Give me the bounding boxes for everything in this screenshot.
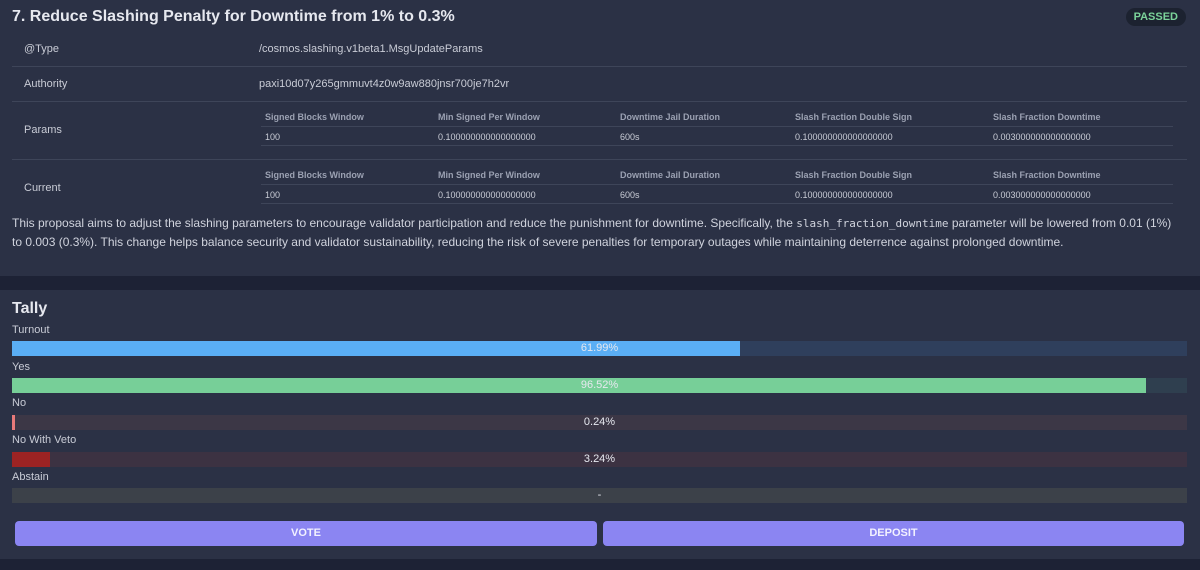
tally-card: Tally Turnout 61.99% Yes 96.52% No 0.24%…	[0, 290, 1200, 559]
yes-bar-fill	[12, 378, 1147, 393]
column-header: Downtime Jail Duration	[620, 112, 721, 122]
proposal-header: 7. Reduce Slashing Penalty for Downtime …	[12, 7, 1186, 27]
proposal-card: 7. Reduce Slashing Penalty for Downtime …	[0, 0, 1200, 276]
params-row: Params Signed Blocks Window Min Signed P…	[12, 102, 1187, 160]
turnout-label: Turnout	[12, 324, 50, 336]
column-header: Min Signed Per Window	[438, 112, 540, 122]
veto-label: No With Veto	[12, 434, 77, 446]
yes-label: Yes	[12, 361, 30, 373]
authority-row: Authority paxi10d07y265gmmuvt4z0w9aw880j…	[12, 67, 1187, 102]
params-value-row: 100 0.100000000000000000 600s 0.10000000…	[261, 127, 1173, 146]
table-cell: 100	[265, 190, 281, 200]
type-row: @Type /cosmos.slashing.v1beta1.MsgUpdate…	[12, 32, 1187, 67]
table-cell: 0.003000000000000000	[993, 132, 1091, 142]
proposal-details-table: @Type /cosmos.slashing.v1beta1.MsgUpdate…	[12, 32, 1187, 218]
type-label: @Type	[24, 43, 60, 55]
yes-progress-bar: 96.52%	[12, 378, 1187, 393]
abstain-label: Abstain	[12, 471, 49, 483]
params-header-row: Signed Blocks Window Min Signed Per Wind…	[261, 108, 1173, 127]
column-header: Signed Blocks Window	[265, 170, 364, 180]
veto-progress-bar: 3.24%	[12, 452, 1187, 467]
deposit-button[interactable]: DEPOSIT	[603, 521, 1184, 546]
current-label: Current	[24, 182, 61, 194]
turnout-percent: 61.99%	[580, 342, 619, 354]
column-header: Slash Fraction Downtime	[993, 112, 1101, 122]
current-header-row: Signed Blocks Window Min Signed Per Wind…	[261, 166, 1173, 185]
veto-percent: 3.24%	[583, 453, 616, 465]
current-value-row: 100 0.100000000000000000 600s 0.10000000…	[261, 185, 1173, 204]
table-cell: 0.100000000000000000	[795, 190, 893, 200]
table-cell: 600s	[620, 190, 640, 200]
proposal-description: This proposal aims to adjust the slashin…	[12, 214, 1180, 252]
table-cell: 100	[265, 132, 281, 142]
no-label: No	[12, 397, 27, 409]
params-label: Params	[24, 124, 62, 136]
description-text: This proposal aims to adjust the slashin…	[12, 216, 797, 230]
column-header: Min Signed Per Window	[438, 170, 540, 180]
params-table: Signed Blocks Window Min Signed Per Wind…	[261, 108, 1173, 146]
current-table: Signed Blocks Window Min Signed Per Wind…	[261, 166, 1173, 204]
turnout-bar-fill	[12, 341, 741, 356]
tally-title: Tally	[12, 300, 48, 317]
authority-value: paxi10d07y265gmmuvt4z0w9aw880jnsr700je7h…	[259, 78, 510, 90]
column-header: Slash Fraction Downtime	[993, 170, 1101, 180]
description-text: parameter will be lowered from 0.01 (1%)…	[12, 216, 1172, 249]
description-code: slash_fraction_downtime	[796, 217, 949, 230]
table-cell: 0.100000000000000000	[795, 132, 893, 142]
column-header: Downtime Jail Duration	[620, 170, 721, 180]
no-percent: 0.24%	[583, 416, 616, 428]
proposal-title: 7. Reduce Slashing Penalty for Downtime …	[12, 8, 455, 25]
abstain-progress-bar: -	[12, 488, 1187, 503]
column-header: Slash Fraction Double Sign	[795, 170, 913, 180]
status-badge: PASSED	[1125, 8, 1186, 26]
turnout-progress-bar: 61.99%	[12, 341, 1187, 356]
column-header: Slash Fraction Double Sign	[795, 112, 913, 122]
no-progress-bar: 0.24%	[12, 415, 1187, 430]
column-header: Signed Blocks Window	[265, 112, 364, 122]
abstain-percent: -	[597, 489, 602, 501]
no-bar-fill	[12, 415, 15, 430]
veto-bar-fill	[12, 452, 51, 467]
type-value: /cosmos.slashing.v1beta1.MsgUpdateParams	[259, 43, 483, 55]
table-cell: 600s	[620, 132, 640, 142]
yes-percent: 96.52%	[580, 379, 619, 391]
vote-button[interactable]: VOTE	[15, 521, 597, 546]
table-cell: 0.100000000000000000	[438, 132, 536, 142]
table-cell: 0.003000000000000000	[993, 190, 1091, 200]
authority-label: Authority	[24, 78, 68, 90]
table-cell: 0.100000000000000000	[438, 190, 536, 200]
current-row: Current Signed Blocks Window Min Signed …	[12, 160, 1187, 218]
